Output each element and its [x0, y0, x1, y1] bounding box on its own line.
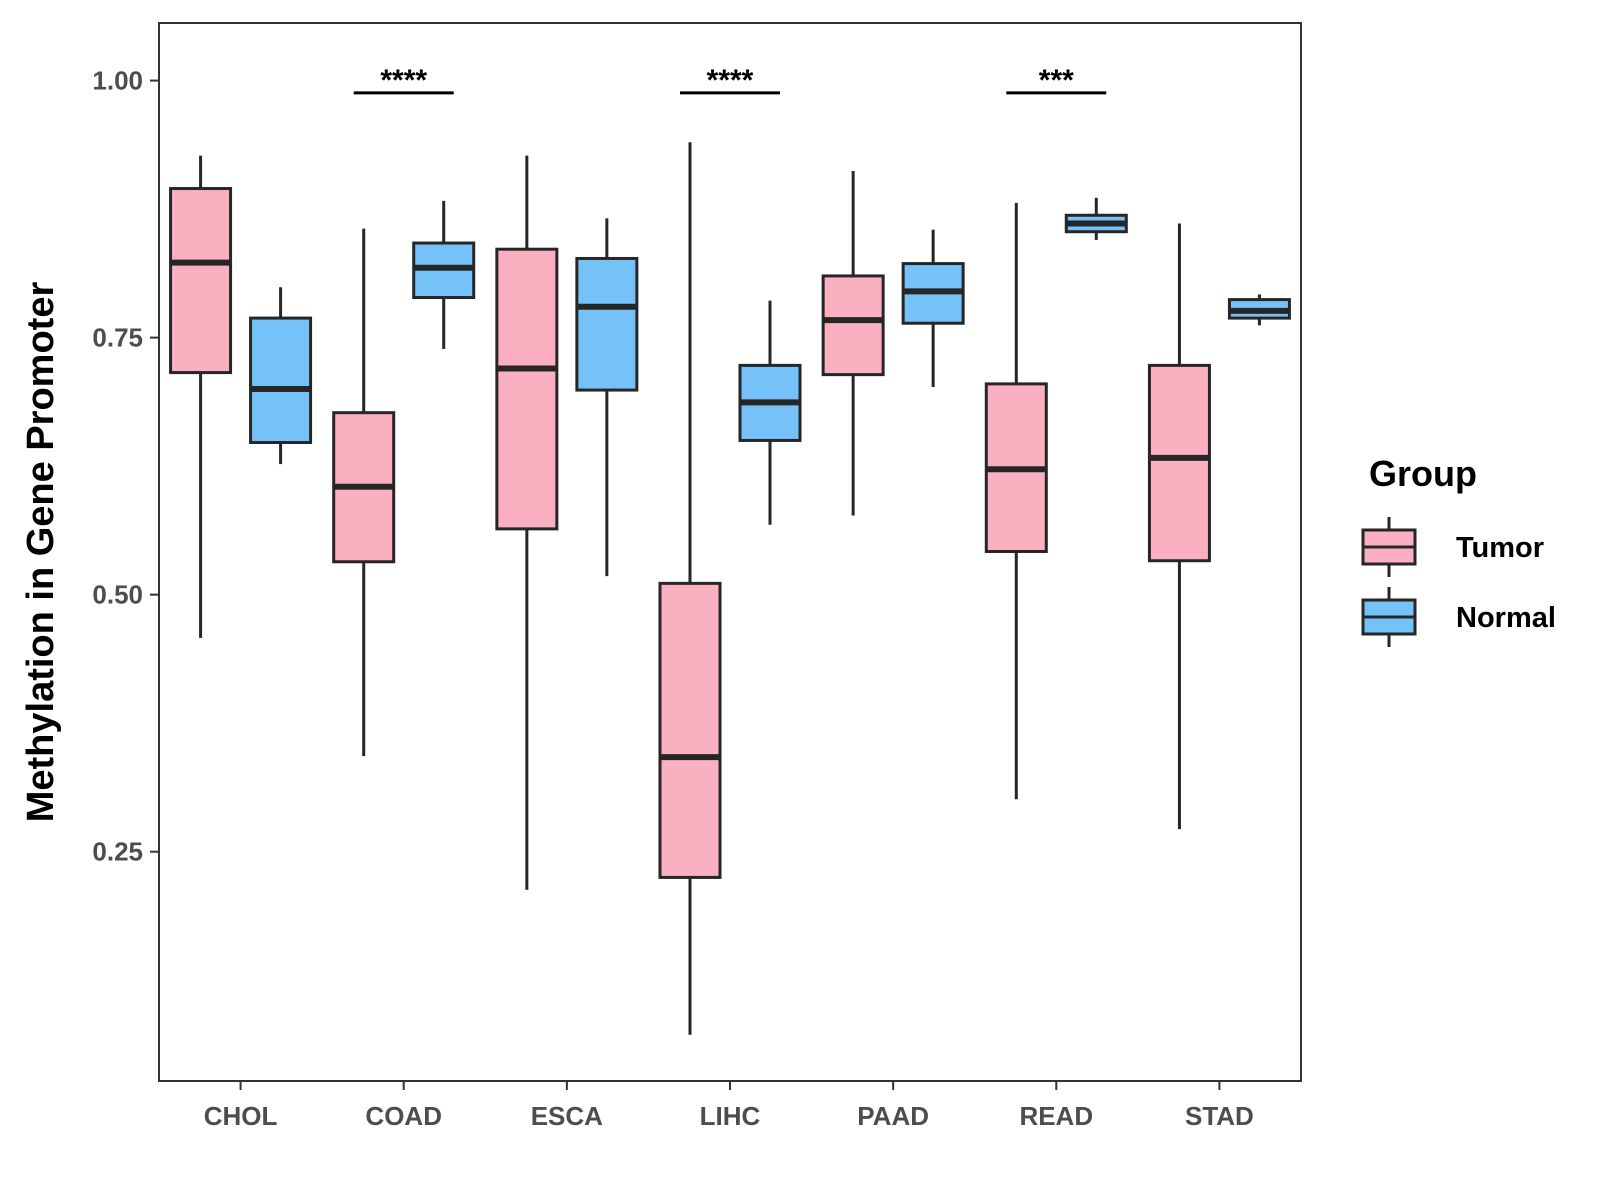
box-normal-read: [1064, 197, 1128, 240]
box-normal-chol: [249, 287, 313, 465]
box-tumor-lihc: [658, 142, 722, 1035]
box-normal-esca: [575, 218, 639, 577]
box-iqr: [249, 316, 313, 444]
box-tumor-stad: [1147, 223, 1211, 830]
y-tick-label: 0.50: [92, 580, 143, 610]
box-tumor-chol: [169, 155, 233, 638]
x-tick-label: ESCA: [531, 1101, 603, 1131]
y-axis: 0.25 0.50 0.75 1.00: [92, 66, 159, 867]
box-normal-lihc: [738, 300, 802, 525]
box-tumor-read: [984, 202, 1048, 800]
box-normal-paad: [901, 229, 965, 387]
box-normal-stad: [1227, 294, 1291, 326]
legend-item-normal: Normal: [1361, 587, 1556, 647]
plot-panel: [159, 23, 1301, 1081]
boxes-layer: [169, 142, 1291, 1035]
x-tick-label: LIHC: [700, 1101, 761, 1131]
significance-label: ****: [380, 64, 427, 97]
y-tick-label: 0.25: [92, 837, 143, 867]
legend-title: Group: [1369, 453, 1477, 494]
box-iqr: [495, 247, 559, 531]
y-axis-title: Methylation in Gene Promoter: [20, 282, 62, 823]
significance-label: ***: [1039, 64, 1074, 97]
box-iqr: [1147, 363, 1211, 563]
box-tumor-esca: [495, 155, 559, 890]
box-iqr: [169, 187, 233, 375]
box-iqr: [658, 581, 722, 879]
legend-label: Normal: [1456, 602, 1556, 634]
y-tick-label: 1.00: [92, 66, 143, 96]
x-tick-label: STAD: [1185, 1101, 1254, 1131]
x-tick-label: READ: [1019, 1101, 1093, 1131]
box-normal-coad: [412, 200, 476, 349]
significance-label: ****: [707, 64, 754, 97]
legend: Group Tumor Normal: [1361, 453, 1556, 647]
x-tick-label: COAD: [365, 1101, 442, 1131]
legend-item-tumor: Tumor: [1361, 517, 1544, 577]
x-axis: CHOL COAD ESCA LIHC PAAD READ STAD: [204, 1081, 1254, 1131]
box-iqr: [821, 274, 885, 377]
legend-label: Tumor: [1456, 532, 1544, 564]
x-tick-label: CHOL: [204, 1101, 278, 1131]
box-iqr: [575, 256, 639, 392]
y-tick-label: 0.75: [92, 323, 143, 353]
box-tumor-paad: [821, 171, 885, 516]
box-tumor-coad: [332, 228, 396, 757]
x-tick-label: PAAD: [857, 1101, 929, 1131]
annotation-layer: **** **** ***: [353, 64, 1107, 97]
